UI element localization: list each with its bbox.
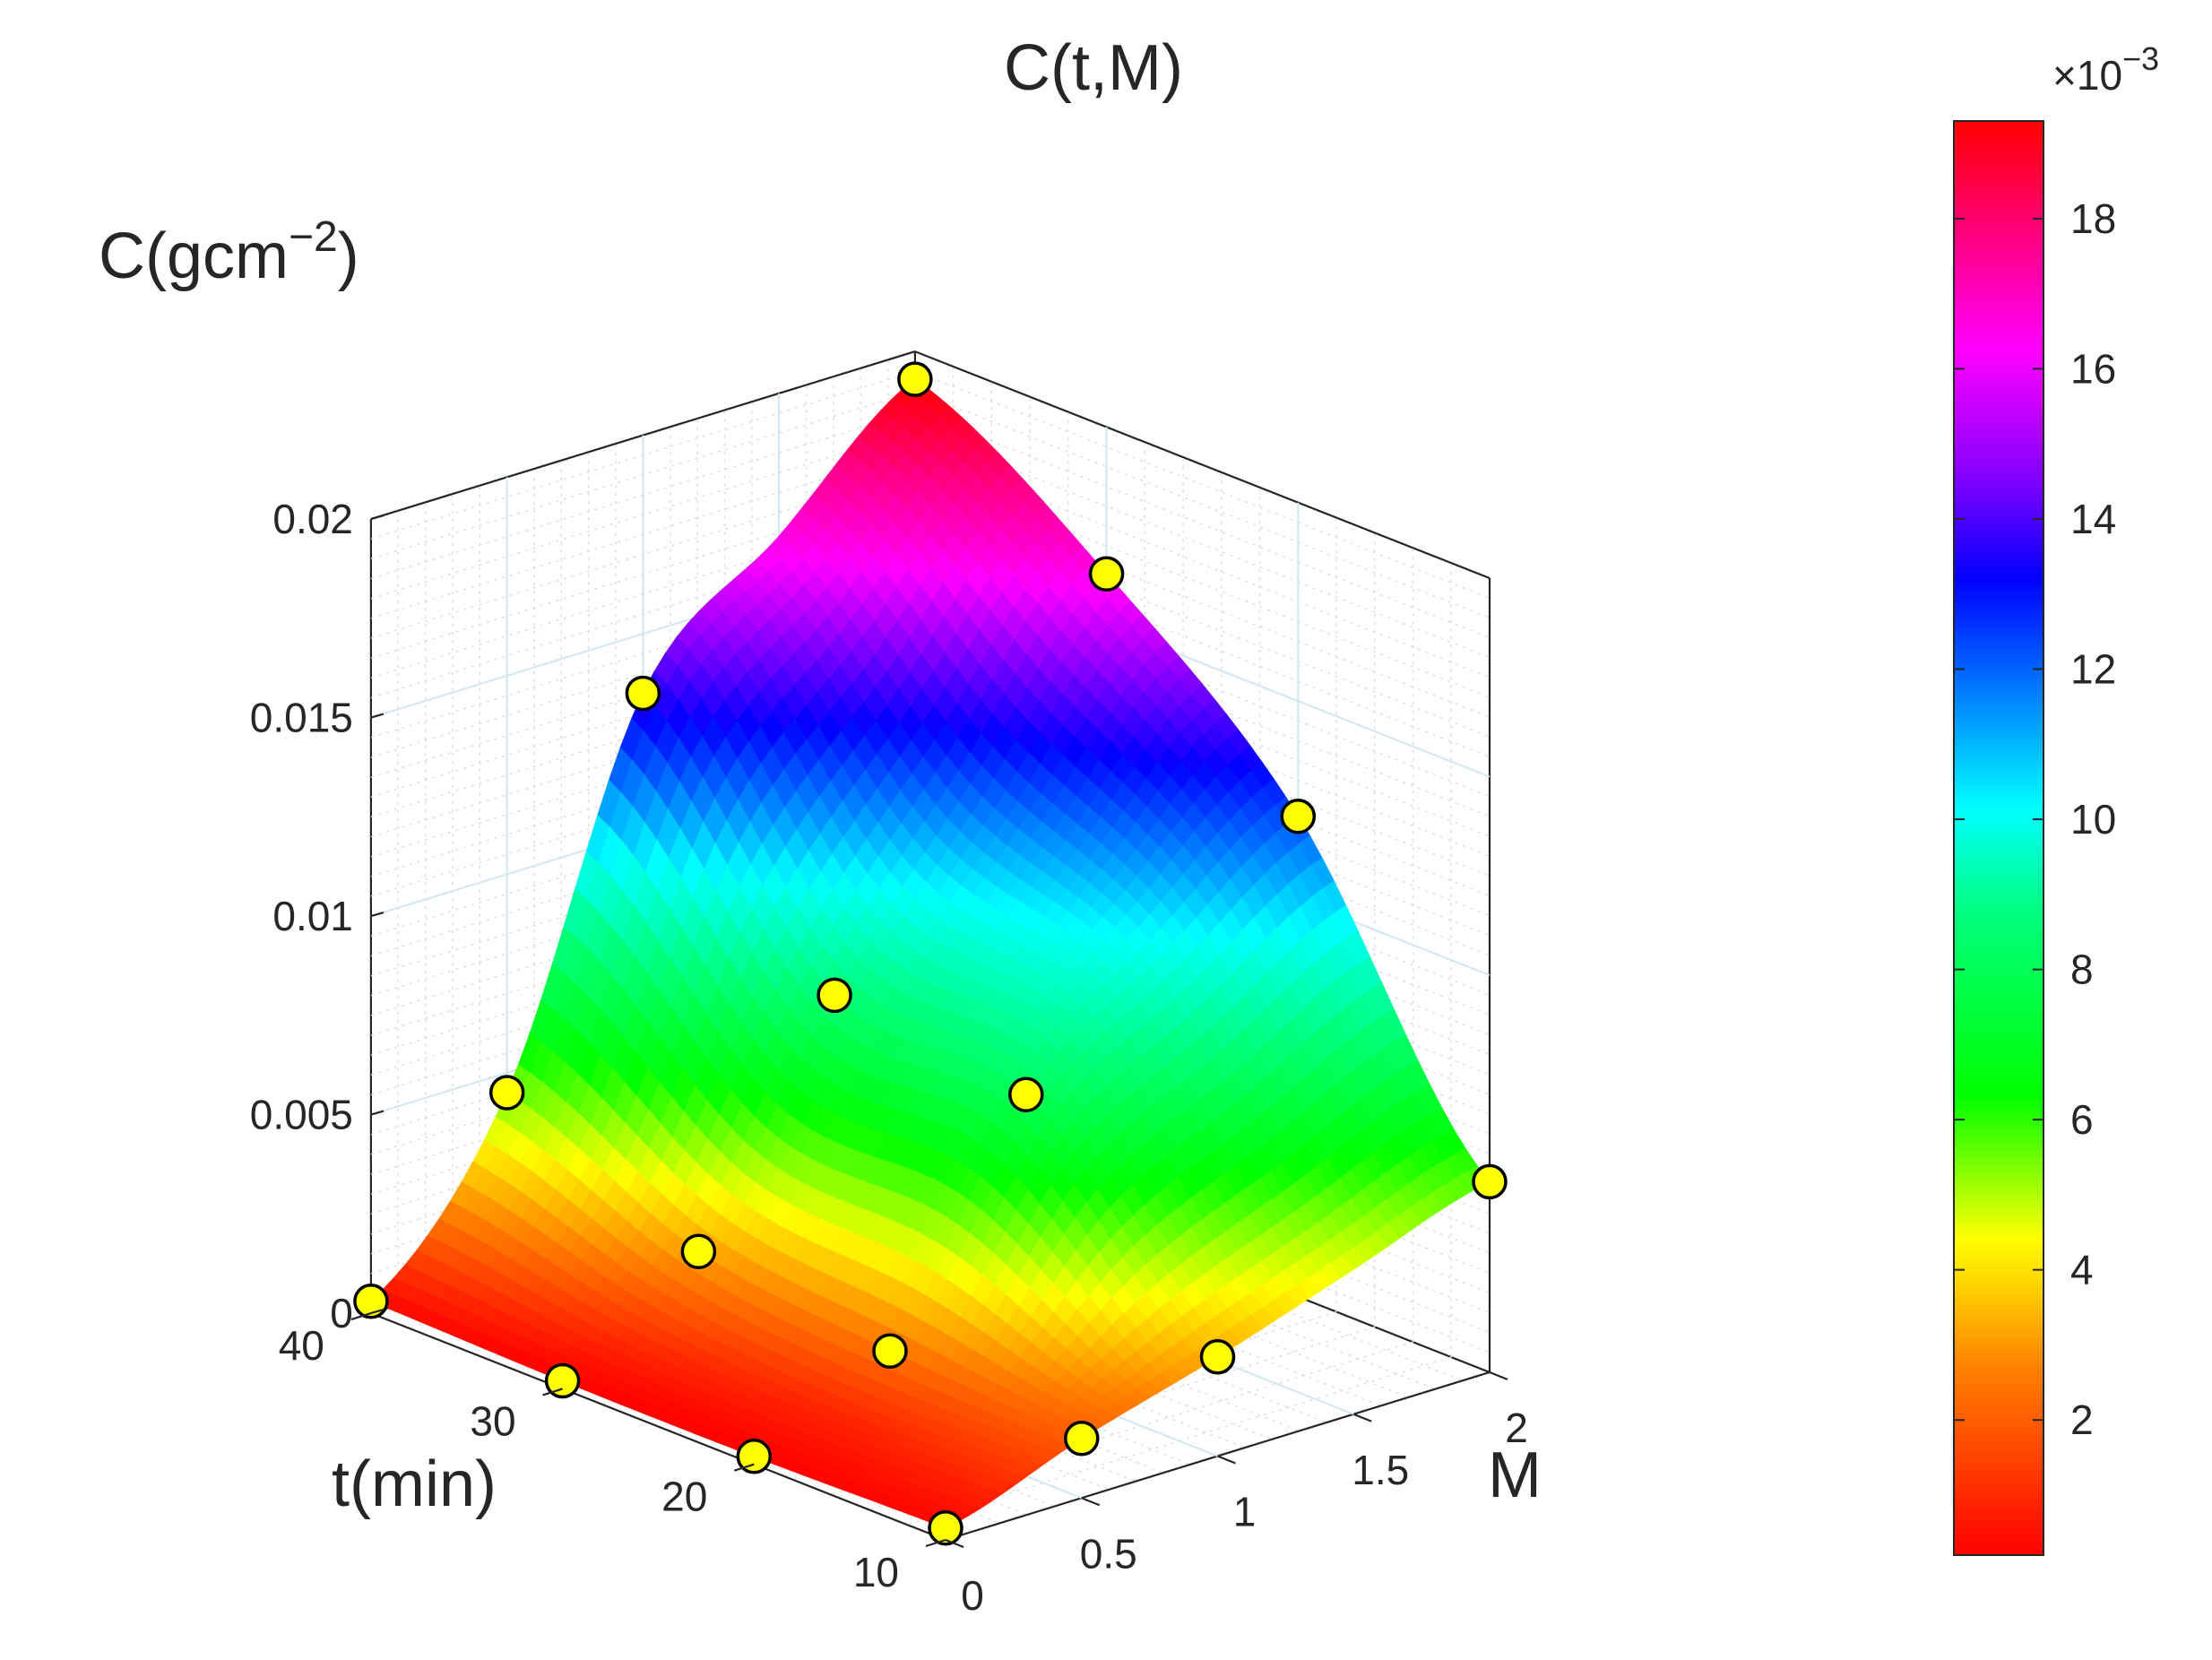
minor-grid-line bbox=[914, 489, 1491, 718]
colorbar-tick-label: 12 bbox=[2070, 646, 2116, 693]
colorbar-tick-label: 2 bbox=[2070, 1396, 2094, 1443]
data-point-marker bbox=[1088, 556, 1125, 592]
axes-box-edge bbox=[370, 350, 916, 521]
colorbar-exponent: ×10−3 bbox=[2052, 40, 2159, 99]
data-point-marker bbox=[928, 1509, 963, 1546]
y-axis-label: M bbox=[1488, 1440, 1542, 1511]
x-tick-label: 20 bbox=[661, 1474, 707, 1520]
minor-grid-line bbox=[914, 529, 1491, 758]
x-tick-label: 40 bbox=[279, 1322, 324, 1369]
z-tick-mark bbox=[370, 713, 385, 719]
colorbar-tick-label: 14 bbox=[2070, 496, 2116, 542]
z-tick-label: 0.015 bbox=[250, 695, 353, 741]
minor-grid-line bbox=[914, 569, 1491, 798]
chart-title: C(t,M) bbox=[1004, 32, 1183, 104]
colorbar-tick-label: 8 bbox=[2070, 947, 2094, 993]
y-tick-mark bbox=[1217, 1455, 1236, 1465]
data-point-marker bbox=[625, 675, 661, 712]
y-tick-label: 0.5 bbox=[1080, 1530, 1137, 1577]
minor-grid-line bbox=[914, 509, 1491, 738]
colorbar-tick-label: 4 bbox=[2070, 1247, 2094, 1293]
colorbar-tick-label: 18 bbox=[2070, 195, 2116, 242]
colorbar-ticks: 2 4 6 8 10 12 14 16 18 bbox=[1954, 195, 2116, 1443]
data-point-marker bbox=[1064, 1421, 1100, 1457]
data-point-marker bbox=[1199, 1339, 1236, 1375]
axes-box-edge bbox=[914, 350, 1491, 580]
z-tick-mark bbox=[370, 912, 385, 918]
x-axis-label: t(min) bbox=[332, 1448, 497, 1520]
data-point-marker bbox=[1280, 798, 1317, 834]
minor-grid-line bbox=[914, 430, 1491, 659]
x-tick-mark bbox=[925, 1538, 946, 1548]
surface-mesh bbox=[369, 378, 1491, 1529]
z-axis-label-tail: ) bbox=[338, 220, 359, 292]
z-axis-label: C(gcm−2) bbox=[99, 213, 359, 292]
y-tick-mark bbox=[945, 1538, 964, 1549]
z-tick-mark bbox=[370, 514, 385, 521]
colorbar-gradient bbox=[1953, 120, 2044, 1556]
colorbar-tick-label: 10 bbox=[2070, 796, 2116, 843]
colorbar-tick-label: 16 bbox=[2070, 345, 2116, 392]
y-tick-label: 1.5 bbox=[1352, 1447, 1409, 1493]
x-tick-mark bbox=[542, 1388, 563, 1396]
minor-grid-line bbox=[914, 470, 1491, 698]
y-tick-mark bbox=[1352, 1413, 1372, 1422]
data-point-marker bbox=[544, 1362, 581, 1399]
minor-grid-line bbox=[914, 390, 1491, 618]
colorbar-exponent-power: −3 bbox=[2122, 40, 2159, 77]
y-tick-mark bbox=[1489, 1370, 1508, 1381]
x-tick-label: 10 bbox=[853, 1549, 899, 1595]
z-tick-mark bbox=[370, 1110, 385, 1116]
minor-grid-line bbox=[914, 450, 1491, 679]
x-tick-label: 30 bbox=[470, 1397, 515, 1444]
data-point-marker bbox=[897, 361, 933, 397]
minor-grid-line bbox=[914, 370, 1491, 599]
z-tick-label: 0 bbox=[330, 1290, 353, 1336]
z-axis-label-sup: −2 bbox=[289, 213, 338, 261]
y-tick-label: 1 bbox=[1233, 1489, 1257, 1535]
x-tick-mark bbox=[350, 1312, 372, 1321]
data-point-marker bbox=[488, 1075, 525, 1111]
axes-box-edge bbox=[370, 1312, 946, 1542]
z-tick-label: 0.02 bbox=[272, 496, 353, 542]
x-tick-mark bbox=[733, 1463, 755, 1472]
y-tick-label: 2 bbox=[1505, 1405, 1528, 1451]
data-point-marker bbox=[817, 977, 852, 1014]
data-markers bbox=[353, 361, 1508, 1546]
data-point-marker bbox=[872, 1333, 908, 1369]
z-tick-mark bbox=[370, 1309, 385, 1315]
data-point-marker bbox=[353, 1284, 389, 1319]
data-point-marker bbox=[1008, 1076, 1044, 1112]
data-point-marker bbox=[680, 1233, 717, 1270]
data-point-marker bbox=[1472, 1163, 1508, 1200]
colorbar-tick-label: 6 bbox=[2070, 1096, 2094, 1143]
y-tick-mark bbox=[1081, 1497, 1101, 1507]
y-tick-label: 0 bbox=[961, 1572, 984, 1619]
colorbar: 2 4 6 8 10 12 14 16 18 ×10−3 bbox=[1953, 40, 2159, 1556]
minor-grid-line bbox=[914, 410, 1491, 639]
colorbar-exponent-base: ×10 bbox=[2052, 52, 2122, 99]
z-axis-label-base: C(gcm bbox=[99, 220, 289, 292]
data-point-marker bbox=[736, 1439, 773, 1474]
z-tick-label: 0.005 bbox=[250, 1092, 353, 1138]
z-tick-label: 0.01 bbox=[272, 893, 353, 939]
